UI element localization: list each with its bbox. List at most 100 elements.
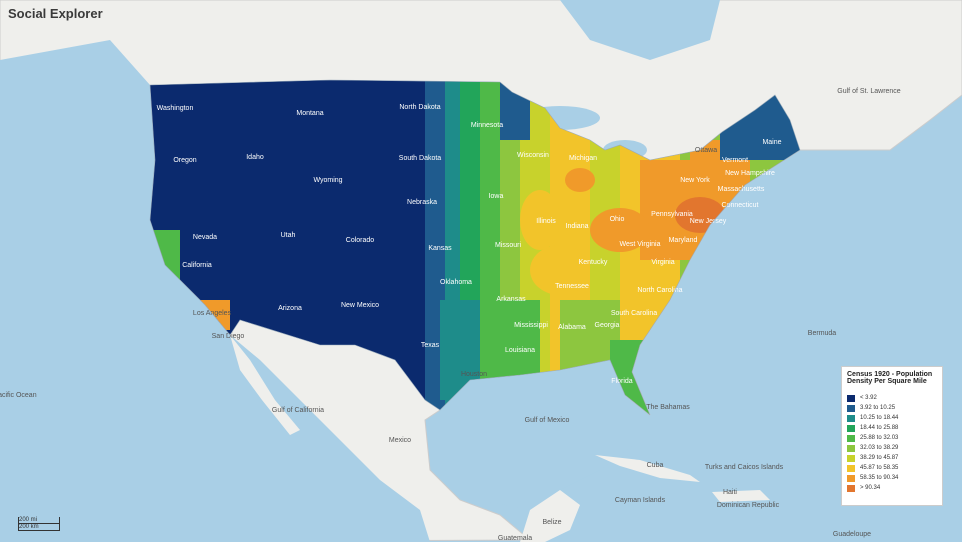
legend-swatch — [847, 434, 855, 442]
state-label: Maryland — [669, 237, 698, 244]
legend-label: 10.25 to 18.44 — [860, 415, 899, 421]
density-area — [520, 190, 560, 250]
legend-swatch — [847, 414, 855, 422]
scale-bar: 200 mi 200 km — [18, 517, 60, 531]
state-label: West Virginia — [620, 241, 661, 248]
brand[interactable]: Social Explorer — [8, 6, 103, 21]
baja — [230, 335, 300, 435]
legend-label: 3.92 to 10.25 — [860, 405, 896, 411]
legend-swatch — [847, 464, 855, 472]
legend-label: < 3.92 — [860, 395, 877, 401]
legend-swatch — [847, 444, 855, 452]
state-label: Minnesota — [471, 122, 503, 129]
legend-item: 10.25 to 18.44 — [847, 413, 937, 423]
place-label: Cuba — [647, 462, 664, 469]
legend-item: 25.88 to 32.03 — [847, 433, 937, 443]
place-label: Guadeloupe — [833, 531, 871, 538]
state-label: Connecticut — [722, 202, 759, 209]
place-label: Houston — [461, 371, 487, 378]
legend-item: 45.87 to 58.35 — [847, 463, 937, 473]
legend-label: 25.88 to 32.03 — [860, 435, 899, 441]
place-label: Bermuda — [808, 330, 837, 337]
state-label: Arkansas — [496, 296, 526, 303]
place-label: Guatemala — [498, 535, 532, 542]
place-label: San Diego — [212, 333, 245, 340]
legend-item: 38.29 to 45.87 — [847, 453, 937, 463]
state-label: Vermont — [722, 157, 748, 164]
state-label: Nevada — [193, 234, 217, 241]
gulf-of-mexico — [430, 360, 640, 510]
state-label: New Mexico — [341, 302, 379, 309]
legend-item: 58.35 to 90.34 — [847, 473, 937, 483]
state-label: New York — [680, 177, 710, 184]
state-label: Virginia — [651, 259, 674, 266]
us-outline — [149, 79, 801, 416]
legend-label: 32.03 to 38.29 — [860, 445, 899, 451]
legend-item: 32.03 to 38.29 — [847, 443, 937, 453]
state-label: Iowa — [489, 193, 504, 200]
pacific-coast — [0, 40, 430, 542]
legend-label: > 90.34 — [860, 485, 881, 491]
state-label: Ohio — [610, 216, 625, 223]
state-label: Kansas — [428, 245, 452, 252]
density-area — [590, 208, 650, 252]
state-label: Utah — [281, 232, 296, 239]
place-label: The Bahamas — [646, 404, 690, 411]
state-label: Alabama — [558, 324, 586, 331]
state-label: Louisiana — [505, 347, 535, 354]
state-label: New Hampshire — [725, 170, 775, 177]
place-label: Ottawa — [695, 147, 717, 154]
legend-swatch — [847, 454, 855, 462]
legend-label: 18.44 to 25.88 — [860, 425, 899, 431]
place-label: Gulf of California — [272, 407, 324, 414]
place-label: Pacific Ocean — [0, 392, 37, 399]
place-label: Gulf of Mexico — [525, 417, 570, 424]
legend-label: 38.29 to 45.87 — [860, 455, 899, 461]
state-label: Indiana — [566, 223, 589, 230]
state-label: Colorado — [346, 237, 375, 244]
state-label: Florida — [611, 378, 633, 385]
state-label: North Dakota — [399, 104, 440, 111]
state-label: Texas — [421, 342, 440, 349]
scale-miles: 200 mi — [18, 517, 60, 524]
yucatan — [520, 490, 580, 542]
state-label: Wisconsin — [517, 152, 549, 159]
state-label: Oklahoma — [440, 279, 472, 286]
state-label: South Dakota — [399, 155, 442, 162]
legend-item: < 3.92 — [847, 393, 937, 403]
place-label: Cayman Islands — [615, 497, 666, 504]
cuba — [595, 455, 700, 482]
legend-item: 18.44 to 25.88 — [847, 423, 937, 433]
density-area — [480, 300, 540, 380]
place-label: Belize — [542, 519, 561, 526]
legend-item: 3.92 to 10.25 — [847, 403, 937, 413]
state-label: North Carolina — [637, 287, 682, 294]
state-label: Mississippi — [514, 322, 548, 329]
state-label: Michigan — [569, 155, 597, 162]
place-label: Turks and Caicos Islands — [705, 464, 784, 471]
legend-label: 45.87 to 58.35 — [860, 465, 899, 471]
state-label: Missouri — [495, 242, 522, 249]
state-label: Montana — [296, 110, 323, 117]
state-label: South Carolina — [611, 310, 657, 317]
legend-swatch — [847, 484, 855, 492]
density-area — [530, 245, 590, 295]
legend-swatch — [847, 394, 855, 402]
legend-swatch — [847, 474, 855, 482]
state-label: Oregon — [173, 157, 196, 164]
state-label: Idaho — [246, 154, 264, 161]
scale-km: 200 km — [18, 524, 60, 531]
state-label: New Jersey — [690, 218, 727, 225]
state-label: Kentucky — [579, 259, 608, 266]
state-label: Maine — [762, 139, 781, 146]
legend-swatch — [847, 424, 855, 432]
state-label: Pennsylvania — [651, 211, 693, 218]
place-label: Dominican Republic — [717, 502, 780, 509]
state-label: Wyoming — [313, 177, 342, 184]
hudson-bay — [560, 0, 720, 60]
legend-swatch — [847, 404, 855, 412]
state-label: Tennessee — [555, 283, 589, 290]
place-label: Haiti — [723, 489, 737, 496]
legend-item: > 90.34 — [847, 483, 937, 493]
place-label: Mexico — [389, 437, 411, 444]
